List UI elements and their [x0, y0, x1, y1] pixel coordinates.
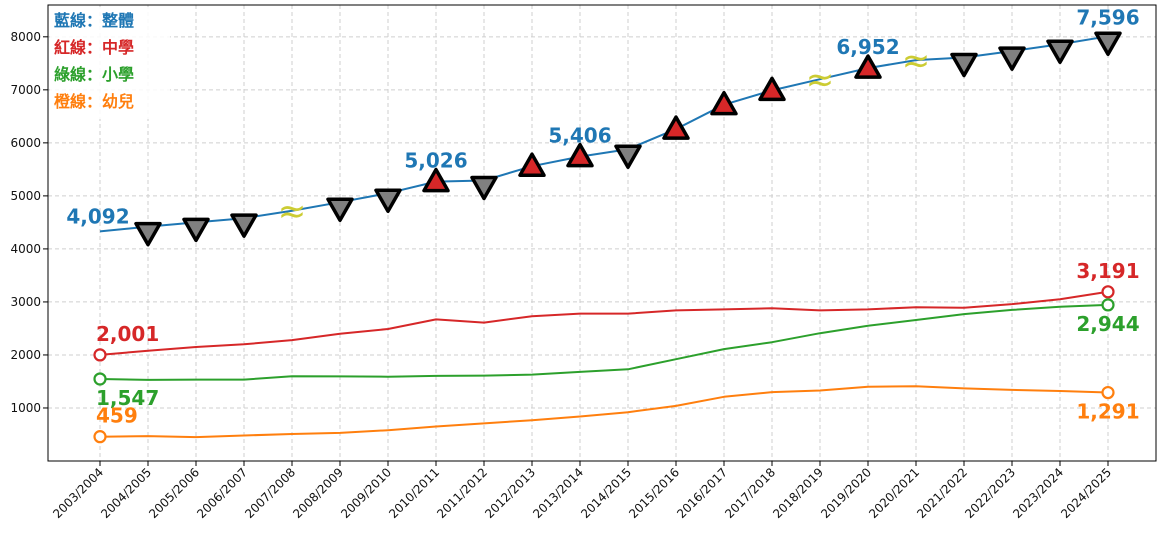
- endpoint-marker-kindergarten: [1101, 385, 1115, 400]
- legend-entry: 綠線：小學: [54, 65, 134, 84]
- series-line-secondary: [99, 290, 1109, 356]
- data-label-kindergarten: 459: [96, 404, 138, 428]
- trend-markers: ≈ ≈ ≈: [134, 31, 1122, 247]
- endpoint-marker-primary: [93, 372, 107, 386]
- data-label-overall: 6,952: [836, 35, 899, 59]
- y-tick-label: 6000: [10, 136, 41, 150]
- trend-down-marker: [998, 46, 1026, 71]
- series-line-primary: [99, 303, 1109, 381]
- data-label-kindergarten: 1,291: [1076, 400, 1139, 424]
- y-tick-label: 2000: [10, 348, 41, 362]
- trend-up-marker: [518, 152, 546, 177]
- y-tick-label: 4000: [10, 242, 41, 256]
- approx-marker: ≈: [278, 192, 307, 232]
- data-label-primary: 2,944: [1076, 312, 1139, 336]
- y-tick-label: 1000: [10, 401, 41, 415]
- series-line-kindergarten: [99, 385, 1109, 439]
- trend-up-marker: [662, 115, 690, 140]
- trend-down-marker: [326, 197, 354, 222]
- data-label-secondary: 2,001: [96, 322, 159, 346]
- data-label-overall: 7,596: [1076, 5, 1139, 29]
- data-label-overall: 5,026: [404, 149, 467, 173]
- trend-down-marker: [182, 217, 210, 243]
- trend-up-marker: [422, 167, 450, 193]
- endpoint-markers: [93, 285, 1115, 444]
- legend-box: [50, 7, 170, 119]
- series-line-overall: [99, 35, 1109, 233]
- trend-up-marker: [566, 142, 594, 168]
- data-label-overall: 5,406: [548, 124, 611, 148]
- endpoint-marker-kindergarten: [93, 430, 107, 444]
- endpoint-marker-secondary: [93, 348, 107, 362]
- trend-down-marker: [950, 52, 978, 78]
- y-tick-label: 7000: [10, 83, 41, 97]
- legend-entry: 藍線：整體: [54, 11, 134, 30]
- trend-up-marker: [758, 76, 786, 102]
- trend-down-marker: [374, 188, 402, 213]
- y-tick-label: 3000: [10, 295, 41, 309]
- plot-frame: [47, 4, 1157, 462]
- approx-marker: ≈: [902, 41, 931, 81]
- series-lines: [99, 35, 1109, 439]
- endpoint-marker-secondary: [1101, 285, 1115, 299]
- trend-down-marker: [230, 213, 258, 238]
- legend-entry: 橙線：幼兒: [54, 92, 134, 111]
- trend-up-marker: [710, 90, 738, 116]
- trend-up-marker: [854, 54, 882, 79]
- grid-lines: [48, 5, 1156, 461]
- trend-down-marker: [614, 144, 642, 169]
- legend-entry: 紅線：中學: [54, 38, 134, 57]
- data-label-primary: 1,547: [96, 386, 159, 410]
- trend-down-marker: [134, 221, 162, 247]
- data-label-secondary: 3,191: [1076, 259, 1139, 283]
- data-labels: 4,092 5,026 5,406 6,952 7,596 2,001 3,191 1,547…: [66, 5, 1139, 427]
- trend-down-marker: [470, 175, 498, 201]
- trend-down-marker: [1046, 39, 1074, 64]
- y-tick-label: 5000: [10, 189, 41, 203]
- y-tick-label: 8000: [10, 30, 41, 44]
- trend-down-marker: [1094, 31, 1122, 57]
- approx-marker: ≈: [806, 60, 835, 100]
- endpoint-marker-primary: [1101, 298, 1115, 312]
- data-label-overall: 4,092: [66, 204, 129, 228]
